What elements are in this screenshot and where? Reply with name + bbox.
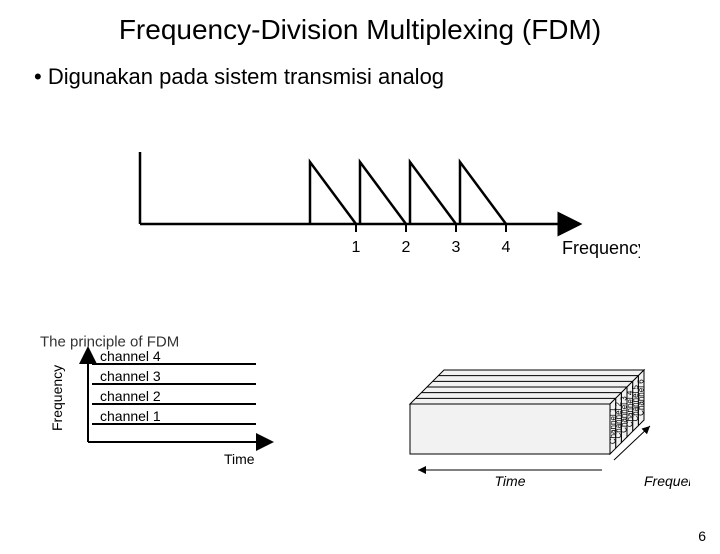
svg-text:Frequency: Frequency <box>562 238 640 258</box>
bullet-text: Digunakan pada sistem transmisi analog <box>34 64 720 90</box>
svg-text:Channel 6: Channel 6 <box>637 379 646 416</box>
svg-text:channel 2: channel 2 <box>100 388 161 404</box>
slide-title: Frequency-Division Multiplexing (FDM) <box>0 14 720 46</box>
svg-text:1: 1 <box>352 239 361 256</box>
svg-text:channel 1: channel 1 <box>100 408 161 424</box>
page-number: 6 <box>698 528 706 544</box>
svg-text:3: 3 <box>452 239 461 256</box>
box3d-figure: Channel 1Channel 2Channel 3Channel 4Chan… <box>380 334 690 534</box>
svg-text:Time: Time <box>495 473 526 489</box>
principle-figure: The principle of FDMchannel 4channel 3ch… <box>40 334 330 514</box>
svg-text:Frequency: Frequency <box>49 365 65 431</box>
svg-text:Frequency: Frequency <box>644 473 690 489</box>
svg-text:Time: Time <box>224 451 255 467</box>
spectrum-figure: 1 2 3 4 Frequency <box>80 124 640 294</box>
svg-text:2: 2 <box>402 239 411 256</box>
svg-text:channel 3: channel 3 <box>100 368 161 384</box>
svg-text:4: 4 <box>502 239 511 256</box>
svg-text:channel 4: channel 4 <box>100 348 161 364</box>
